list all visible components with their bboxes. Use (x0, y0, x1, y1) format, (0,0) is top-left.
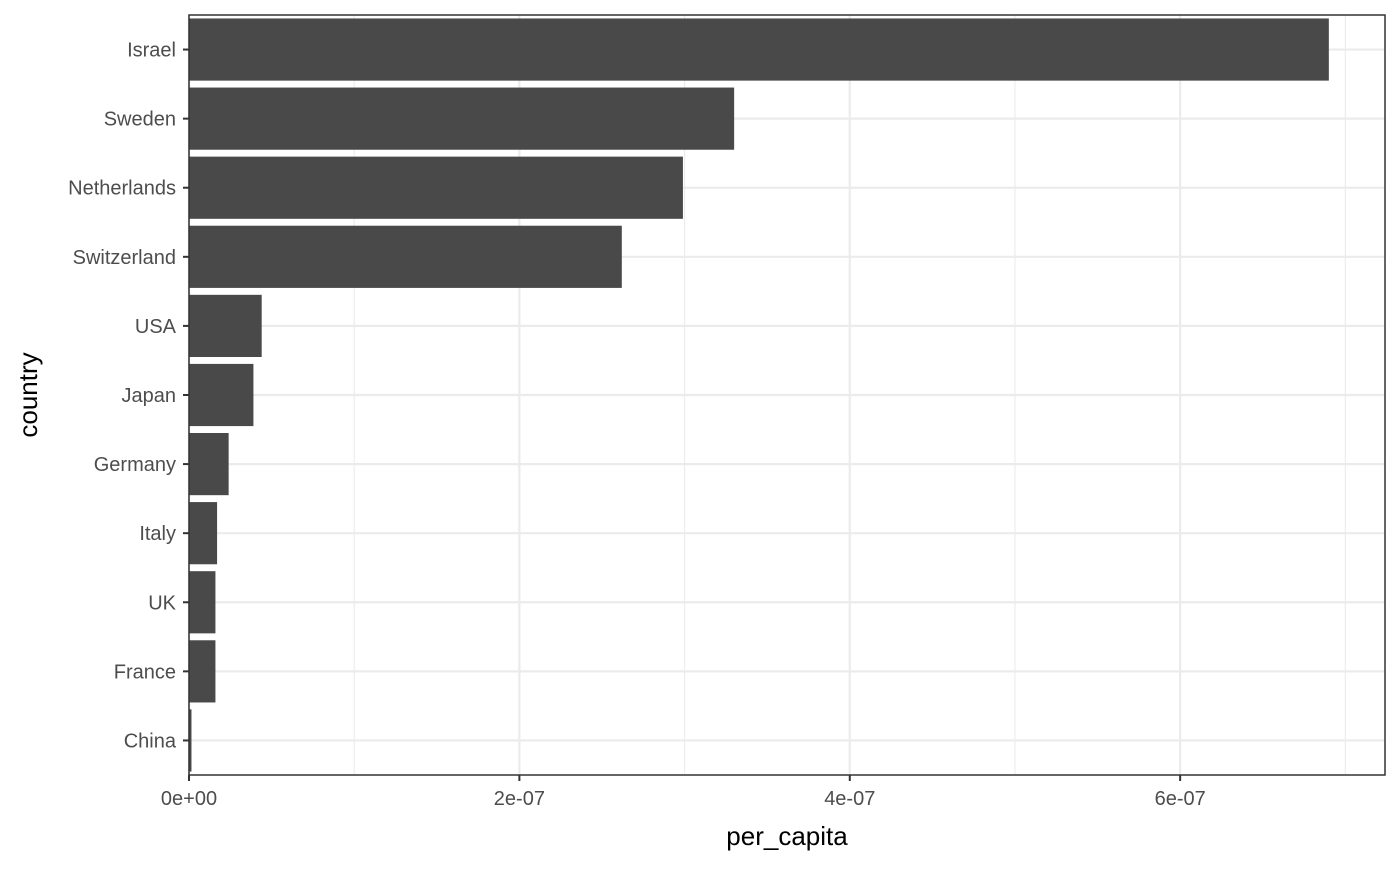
x-tick-label: 0e+00 (161, 788, 217, 810)
bar-uk (189, 571, 216, 634)
bar-china (189, 709, 192, 772)
y-tick-label: USA (135, 316, 177, 338)
y-tick-label: Israel (127, 40, 176, 62)
x-tick-label: 2e-07 (494, 788, 545, 810)
y-axis-title: country (13, 352, 43, 437)
bar-italy (189, 502, 218, 565)
x-axis: 0e+00 2e-07 4e-07 6e-07 (161, 775, 1206, 810)
bars (189, 18, 1329, 772)
y-tick-label: Japan (122, 385, 177, 407)
bar-germany (189, 433, 229, 496)
y-axis: Israel Sweden Netherlands Switzerland USA Jap… (68, 40, 189, 752)
bar-netherlands (189, 156, 683, 219)
x-axis-title: per_capita (726, 821, 848, 851)
bar-israel (189, 18, 1329, 81)
bar-france (189, 640, 216, 703)
y-tick-label: France (114, 661, 176, 683)
y-tick-label: Germany (94, 454, 176, 476)
y-tick-label: Switzerland (73, 247, 176, 269)
bar-switzerland (189, 225, 622, 288)
bar-usa (189, 294, 262, 357)
bar-japan (189, 363, 254, 427)
bar-sweden (189, 87, 735, 150)
y-tick-label: Sweden (104, 109, 176, 131)
x-tick-label: 6e-07 (1155, 788, 1206, 810)
y-tick-label: Italy (139, 523, 176, 545)
y-tick-label: UK (148, 592, 176, 614)
y-tick-label: China (124, 730, 177, 752)
x-tick-label: 4e-07 (824, 788, 875, 810)
y-tick-label: Netherlands (68, 178, 176, 200)
